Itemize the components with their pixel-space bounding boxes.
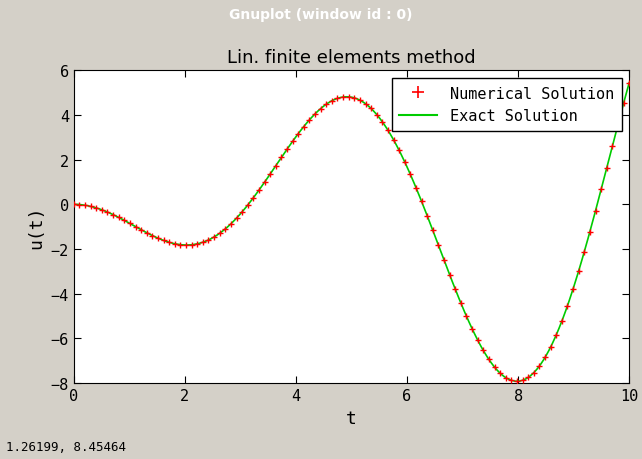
Y-axis label: u(t): u(t) — [27, 206, 45, 249]
X-axis label: t: t — [346, 409, 357, 426]
Text: Gnuplot (window id : 0): Gnuplot (window id : 0) — [229, 8, 413, 22]
Text: 1.26199, 8.45464: 1.26199, 8.45464 — [6, 440, 126, 453]
Legend: Numerical Solution, Exact Solution: Numerical Solution, Exact Solution — [392, 79, 621, 132]
Title: Lin. finite elements method: Lin. finite elements method — [227, 49, 476, 67]
